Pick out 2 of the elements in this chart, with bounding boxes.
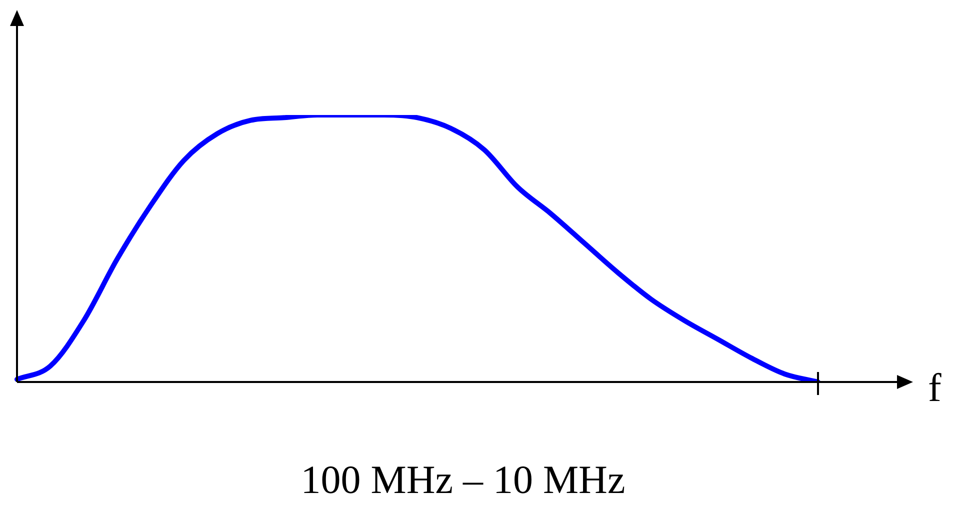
text: 100 MHz – 10 MHz: [300, 457, 626, 502]
x-axis-title: f: [928, 365, 942, 410]
